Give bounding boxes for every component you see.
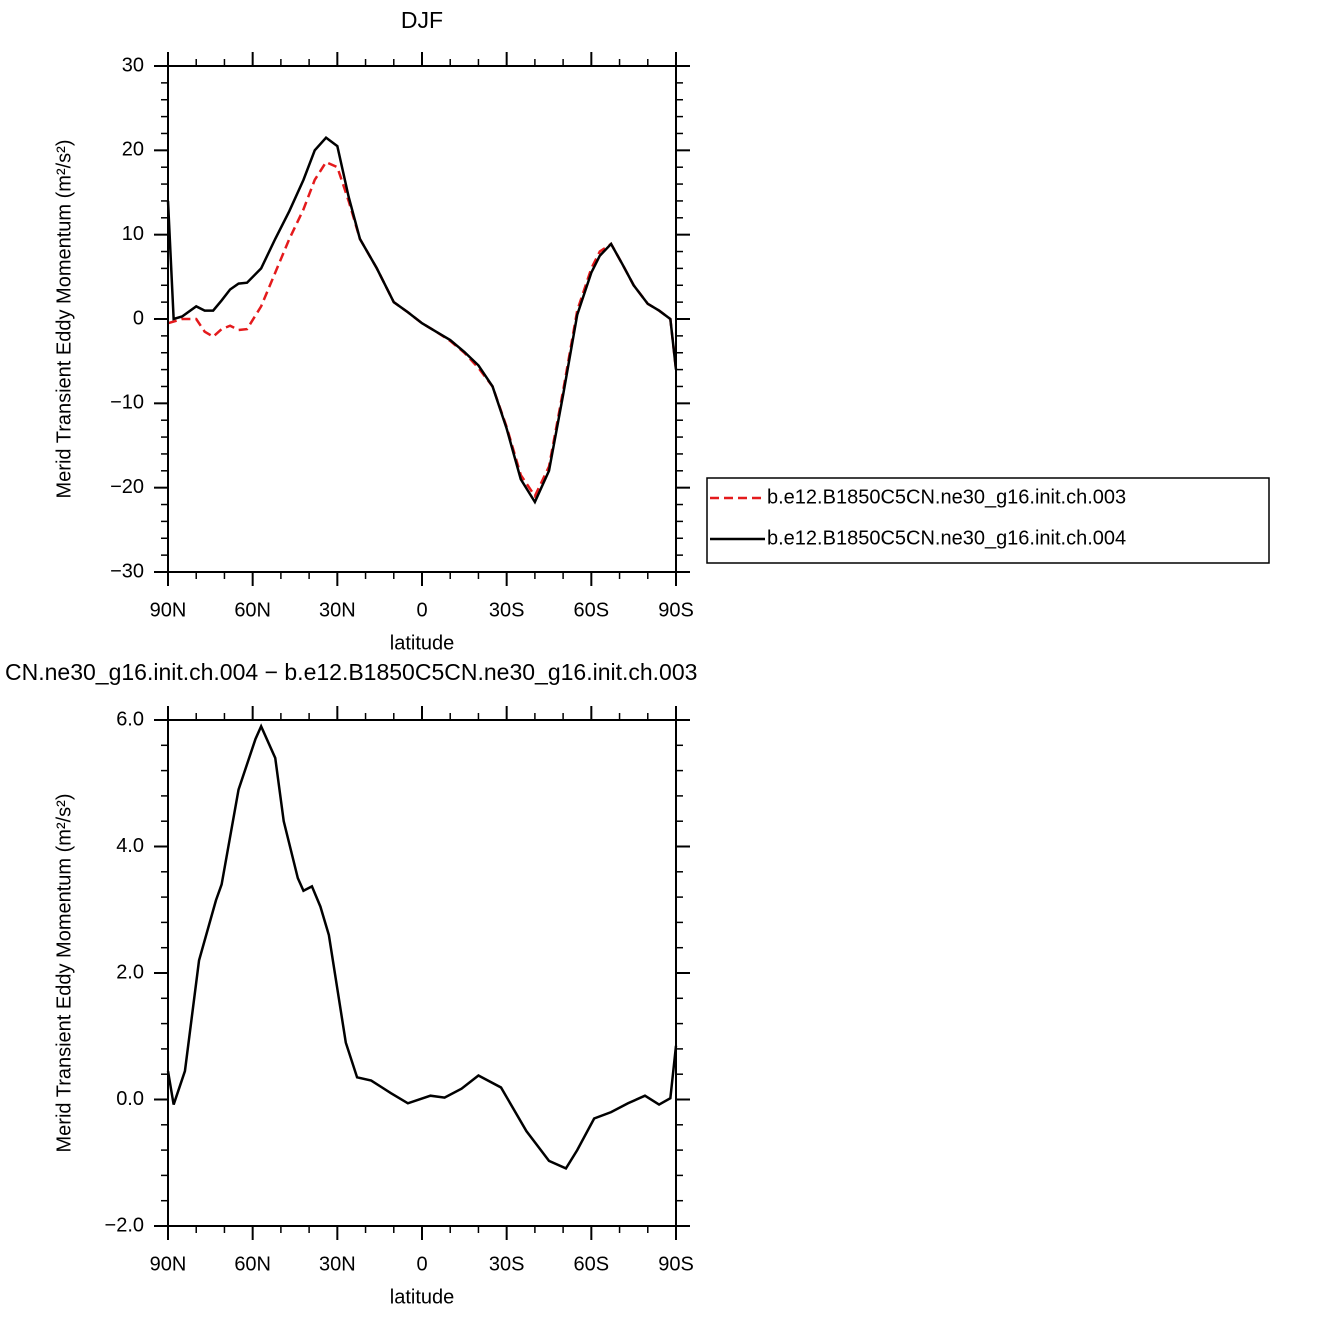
plot-frame — [167, 65, 677, 573]
y-tick-label: 4.0 — [116, 835, 144, 857]
x-tick-label: 90S — [658, 599, 694, 621]
x-tick-label: 0 — [416, 1253, 427, 1275]
y-tick-label: −20 — [110, 476, 144, 498]
y-tick-label: 30 — [122, 54, 144, 76]
plot-frame — [167, 719, 677, 1227]
x-tick-label: 60N — [234, 599, 271, 621]
legend-box — [706, 477, 1270, 564]
y-tick-label: 2.0 — [116, 961, 144, 983]
x-tick-label: 60S — [574, 1253, 610, 1275]
x-tick-label: 0 — [416, 599, 427, 621]
y-tick-label: 20 — [122, 139, 144, 161]
x-axis-label: latitude — [390, 632, 455, 654]
y-tick-label: 6.0 — [116, 708, 144, 730]
data-line — [166, 723, 678, 1171]
chart-title: CN.ne30_g16.init.ch.004 − b.e12.B1850C5C… — [5, 659, 697, 685]
legend-label: b.e12.B1850C5CN.ne30_g16.init.ch.003 — [767, 486, 1126, 508]
x-tick-label: 30S — [489, 1253, 525, 1275]
x-tick-label: 60N — [234, 1253, 271, 1275]
x-tick-label: 60S — [574, 599, 610, 621]
y-axis-label: Merid Transient Eddy Momentum (m²/s²) — [53, 140, 75, 499]
x-axis-label: latitude — [390, 1286, 455, 1308]
x-tick-label: 30S — [489, 599, 525, 621]
y-tick-label: 0 — [133, 307, 144, 329]
y-tick-label: 0.0 — [116, 1088, 144, 1110]
y-tick-label: −30 — [110, 560, 144, 582]
x-tick-label: 90N — [150, 599, 187, 621]
y-tick-label: −10 — [110, 392, 144, 414]
chart-title: DJF — [401, 7, 443, 33]
x-tick-label: 30N — [319, 599, 356, 621]
x-tick-label: 90N — [150, 1253, 187, 1275]
y-tick-label: −2.0 — [105, 1214, 144, 1236]
x-tick-label: 30N — [319, 1253, 356, 1275]
data-line — [166, 135, 678, 505]
x-tick-label: 90S — [658, 1253, 694, 1275]
legend-label: b.e12.B1850C5CN.ne30_g16.init.ch.004 — [767, 527, 1126, 549]
y-axis-label: Merid Transient Eddy Momentum (m²/s²) — [53, 794, 75, 1153]
data-line — [167, 160, 678, 499]
y-tick-label: 10 — [122, 223, 144, 245]
